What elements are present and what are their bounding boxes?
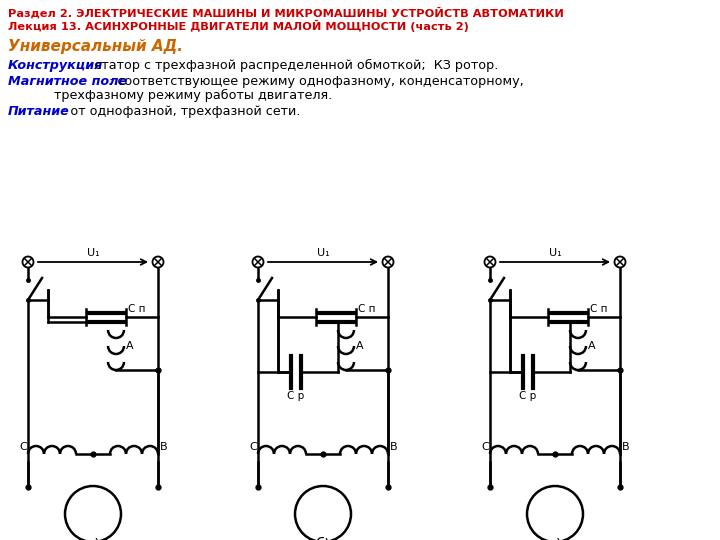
Text: A: A: [126, 341, 134, 351]
Text: Универсальный АД.: Универсальный АД.: [8, 39, 183, 54]
Text: С п: С п: [590, 304, 608, 314]
Text: Раздел 2. ЭЛЕКТРИЧЕСКИЕ МАШИНЫ И МИКРОМАШИНЫ УСТРОЙСТВ АВТОМАТИКИ: Раздел 2. ЭЛЕКТРИЧЕСКИЕ МАШИНЫ И МИКРОМА…: [8, 7, 564, 18]
Text: A: A: [588, 341, 595, 351]
Text: С: С: [481, 442, 489, 452]
Text: В: В: [622, 442, 629, 452]
Text: Питание: Питание: [8, 105, 70, 118]
Text: С: С: [249, 442, 257, 452]
Text: трехфазному режиму работы двигателя.: трехфазному режиму работы двигателя.: [38, 89, 332, 102]
Text: С р: С р: [519, 391, 536, 401]
Text: : от однофазной, трехфазной сети.: : от однофазной, трехфазной сети.: [62, 105, 300, 118]
Text: В: В: [390, 442, 397, 452]
Text: : статор с трехфазной распределенной обмоткой;  КЗ ротор.: : статор с трехфазной распределенной обм…: [86, 59, 498, 72]
Text: Магнитное поле: Магнитное поле: [8, 75, 127, 88]
Text: С р: С р: [287, 391, 305, 401]
Text: б): б): [315, 536, 330, 540]
Text: A: A: [356, 341, 364, 351]
Text: Конструкция: Конструкция: [8, 59, 104, 72]
Text: С п: С п: [358, 304, 376, 314]
Text: : соответствующее режиму однофазному, конденсаторному,: : соответствующее режиму однофазному, ко…: [109, 75, 523, 88]
Text: U₁: U₁: [549, 248, 562, 258]
Text: Лекция 13. АСИНХРОННЫЕ ДВИГАТЕЛИ МАЛОЙ МОЩНОСТИ (часть 2): Лекция 13. АСИНХРОННЫЕ ДВИГАТЕЛИ МАЛОЙ М…: [8, 20, 469, 32]
Text: а): а): [86, 537, 101, 540]
Text: U₁: U₁: [86, 248, 99, 258]
Text: С: С: [19, 442, 27, 452]
Text: U₁: U₁: [317, 248, 329, 258]
Text: С п: С п: [128, 304, 145, 314]
Text: в): в): [548, 537, 562, 540]
Text: В: В: [160, 442, 168, 452]
